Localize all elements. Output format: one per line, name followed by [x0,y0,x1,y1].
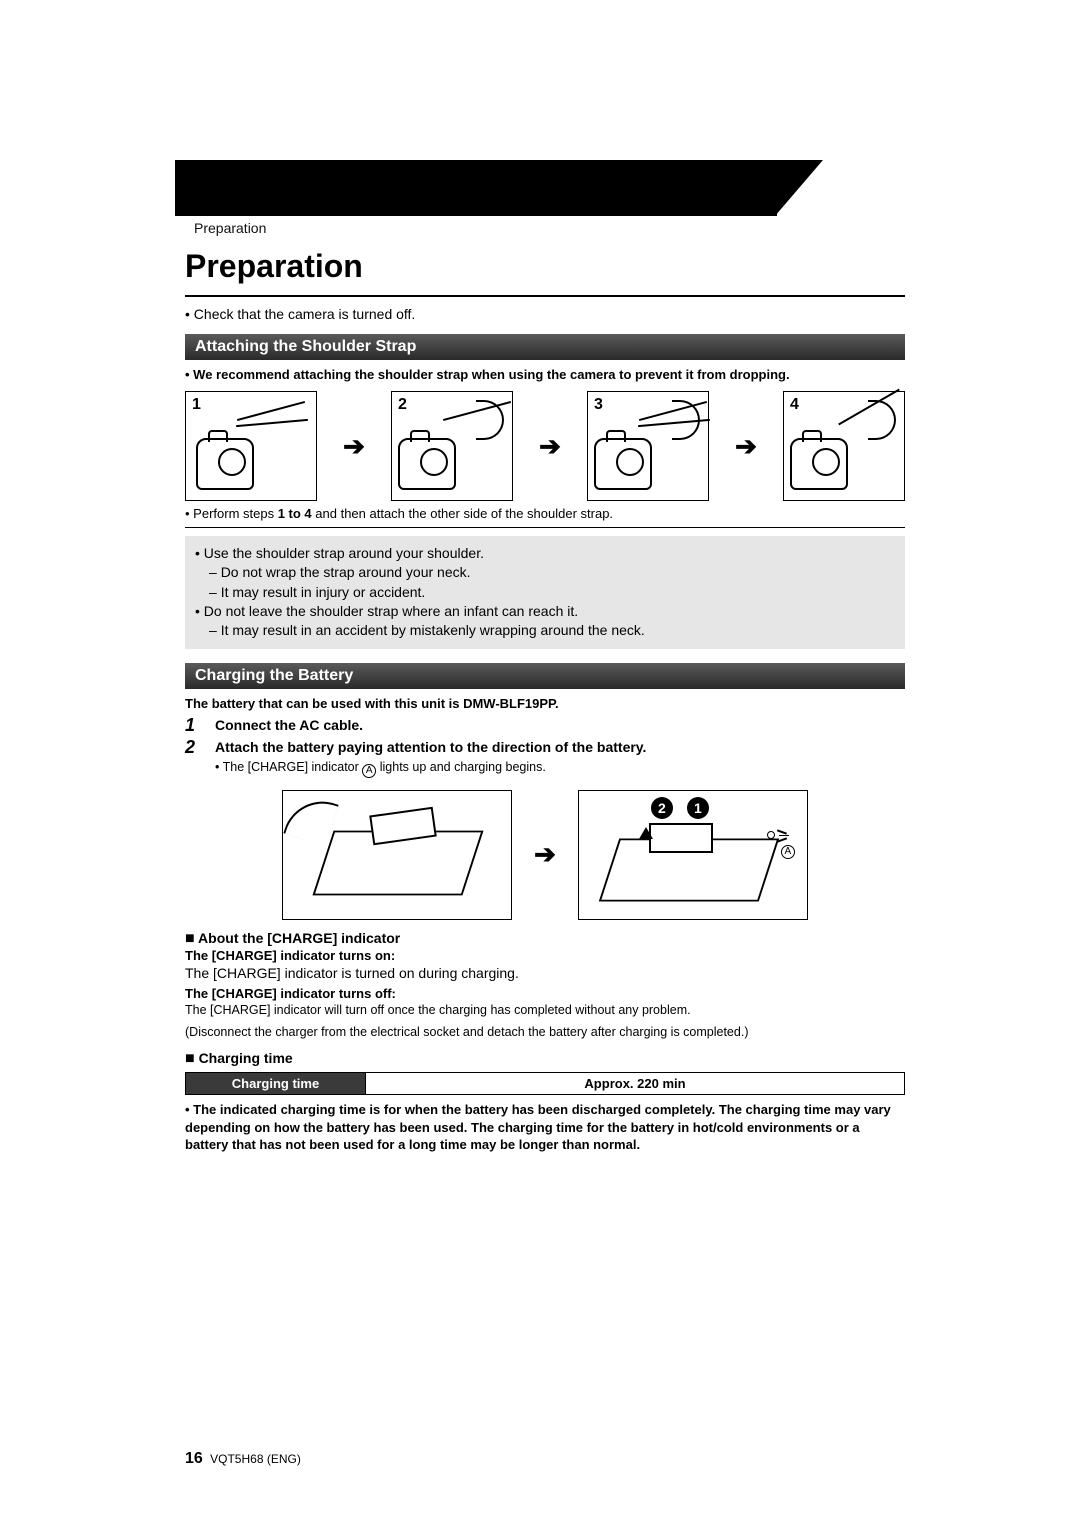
strap-step-num-1: 1 [192,396,201,414]
intro-bullet: • Check that the camera is turned off. [185,305,905,324]
step-num-1: 1 [185,716,203,736]
charger-diagram-1 [282,790,512,920]
step-2-row: 2 Attach the battery paying attention to… [185,738,905,758]
gray-l1: Use the shoulder strap around your shoul… [204,545,484,561]
charger-diagram-row: ➔ 1 2 A [185,790,905,920]
about-charge-indicator: ■ About the [CHARGE] indicator [185,930,905,948]
strap-step-1: 1 [185,391,317,501]
square-bullet-icon: ■ [185,1050,195,1067]
sub2-pre: The [CHARGE] indicator [223,760,363,774]
perform-post: and then attach the other side of the sh… [312,506,613,521]
ct-label-cell: Charging time [186,1073,366,1095]
gray-l2: Do not leave the shoulder strap where an… [204,603,578,619]
running-head: Preparation [194,220,266,236]
square-bullet-icon: ■ [185,930,195,947]
callout-2-icon: 2 [651,797,673,819]
charge-off-text1: The [CHARGE] indicator will turn off onc… [185,1002,905,1018]
strap-warning-box: • Use the shoulder strap around your sho… [185,536,905,649]
arrow-right-icon: ➔ [539,431,561,462]
strap-recommend: • We recommend attaching the shoulder st… [185,366,905,384]
gray-l1b: – It may result in injury or accident. [195,584,425,600]
ct-value-cell: Approx. 220 min [366,1073,905,1095]
step-num-2: 2 [185,738,203,758]
strap-diagram-row: 1 ➔ 2 ➔ 3 ➔ 4 [185,391,905,501]
charger-diagram-2: 1 2 A [578,790,808,920]
charge-on-text: The [CHARGE] indicator is turned on duri… [185,964,905,982]
step-1-row: 1 Connect the AC cable. [185,716,905,736]
header-black-strip [175,160,777,216]
charging-time-head: ■ Charging time [185,1050,905,1068]
gray-l1b-text: It may result in injury or accident. [221,584,426,600]
ref-a-icon: A [781,845,795,859]
arrow-right-icon: ➔ [534,839,556,870]
strap-step-num-3: 3 [594,396,603,414]
camera-icon [594,438,652,490]
gray-l2a-text: It may result in an accident by mistaken… [221,622,645,638]
gray-l1a: – Do not wrap the strap around your neck… [195,564,471,580]
arrow-right-icon: ➔ [343,431,365,462]
title-rule [185,295,905,297]
manual-page: Preparation Preparation • Check that the… [0,0,1080,1526]
divider [185,527,905,528]
sub2-post: lights up and charging begins. [376,760,546,774]
ref-a-inline-icon: A [362,764,376,778]
strap-line [237,401,305,421]
gray-l1a-text: Do not wrap the strap around your neck. [221,564,471,580]
charging-time-table: Charging time Approx. 220 min [185,1072,905,1095]
section-heading-battery: Charging the Battery [185,663,905,689]
page-number: 16 [185,1450,203,1467]
camera-icon [196,438,254,490]
battery-model-line: The battery that can be used with this u… [185,695,905,713]
step-text-2-main: Attach the battery paying attention to t… [215,739,646,755]
arrow-right-icon: ➔ [735,431,757,462]
section-heading-strap: Attaching the Shoulder Strap [185,334,905,360]
page-title: Preparation [185,248,905,285]
strap-line [236,419,308,427]
charge-led-icon [767,831,775,839]
direction-arrow-icon [639,827,653,839]
about-head-text: About the [CHARGE] indicator [198,930,400,946]
doc-code: VQT5H68 (ENG) [210,1452,301,1466]
callout-1-icon: 1 [687,797,709,819]
battery-icon [649,823,713,853]
intro-bullet-text: Check that the camera is turned off. [194,306,416,322]
charging-note-text: The indicated charging time is for when … [185,1102,891,1152]
ct-head-text: Charging time [199,1050,293,1066]
table-row: Charging time Approx. 220 min [186,1073,905,1095]
charge-on-head: The [CHARGE] indicator turns on: [185,948,905,963]
charge-off-head: The [CHARGE] indicator turns off: [185,986,905,1001]
charge-off-text2: (Disconnect the charger from the electri… [185,1024,905,1040]
strap-step-2: 2 [391,391,513,501]
header-diagonal [775,160,823,216]
strap-step-4: 4 [783,391,905,501]
page-footer: 16 VQT5H68 (ENG) [185,1450,301,1468]
perform-pre: Perform steps [193,506,278,521]
camera-icon [398,438,456,490]
step-text-2: Attach the battery paying attention to t… [215,738,905,758]
strap-recommend-text: We recommend attaching the shoulder stra… [193,367,789,382]
strap-step-3: 3 [587,391,709,501]
charging-note: • The indicated charging time is for whe… [185,1101,905,1154]
strap-perform-line: • Perform steps 1 to 4 and then attach t… [185,505,905,523]
strap-loop-icon [868,400,896,440]
perform-range: 1 to 4 [278,506,312,521]
camera-icon [790,438,848,490]
step-text-1: Connect the AC cable. [215,716,905,736]
strap-step-num-4: 4 [790,396,799,414]
content-area: Preparation • Check that the camera is t… [185,248,905,1154]
strap-step-num-2: 2 [398,396,407,414]
gray-l2a: – It may result in an accident by mistak… [195,622,645,638]
step-2-sub: • The [CHARGE] indicator A lights up and… [185,760,905,778]
